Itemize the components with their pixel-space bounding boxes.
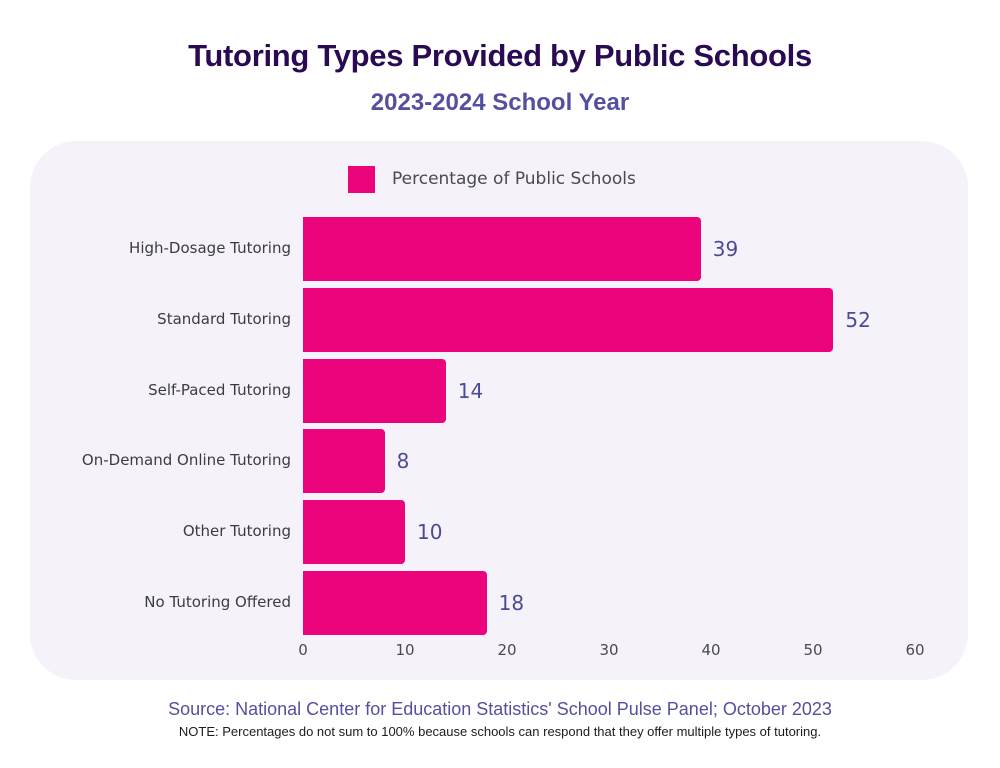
category-label: High-Dosage Tutoring bbox=[129, 239, 291, 257]
source-text: Source: National Center for Education St… bbox=[168, 699, 832, 719]
bar bbox=[303, 287, 834, 352]
category-label: On-Demand Online Tutoring bbox=[81, 451, 291, 470]
legend-swatch bbox=[348, 165, 375, 193]
category-label: No Tutoring Offered bbox=[144, 593, 291, 611]
bar bbox=[303, 500, 405, 565]
bar bbox=[303, 571, 487, 635]
bar bbox=[303, 358, 446, 423]
category-label: Standard Tutoring bbox=[157, 309, 291, 328]
x-tick-label: 0 bbox=[298, 641, 308, 659]
category-label: Self-Paced Tutoring bbox=[148, 380, 291, 399]
legend: Percentage of Public Schools bbox=[348, 165, 636, 193]
x-tick-label: 30 bbox=[599, 641, 619, 659]
chart-subtitle: 2023-2024 School Year bbox=[370, 89, 630, 116]
x-tick-label: 50 bbox=[803, 641, 823, 659]
value-label: 14 bbox=[457, 378, 484, 403]
legend-label: Percentage of Public Schools bbox=[392, 169, 636, 189]
value-label: 8 bbox=[396, 449, 410, 474]
value-label: 18 bbox=[498, 591, 525, 615]
value-label: 52 bbox=[845, 307, 871, 332]
bar bbox=[303, 217, 701, 281]
value-label: 39 bbox=[712, 237, 739, 261]
x-tick-label: 20 bbox=[497, 641, 517, 659]
bar bbox=[303, 429, 385, 494]
x-tick-label: 40 bbox=[701, 641, 721, 659]
x-tick-label: 60 bbox=[905, 641, 925, 659]
note-text: NOTE: Percentages do not sum to 100% bec… bbox=[178, 724, 822, 739]
value-label: 10 bbox=[417, 520, 443, 545]
category-label: Other Tutoring bbox=[182, 522, 291, 541]
chart-title: Tutoring Types Provided by Public School… bbox=[188, 38, 812, 73]
x-tick-label: 10 bbox=[395, 641, 415, 659]
